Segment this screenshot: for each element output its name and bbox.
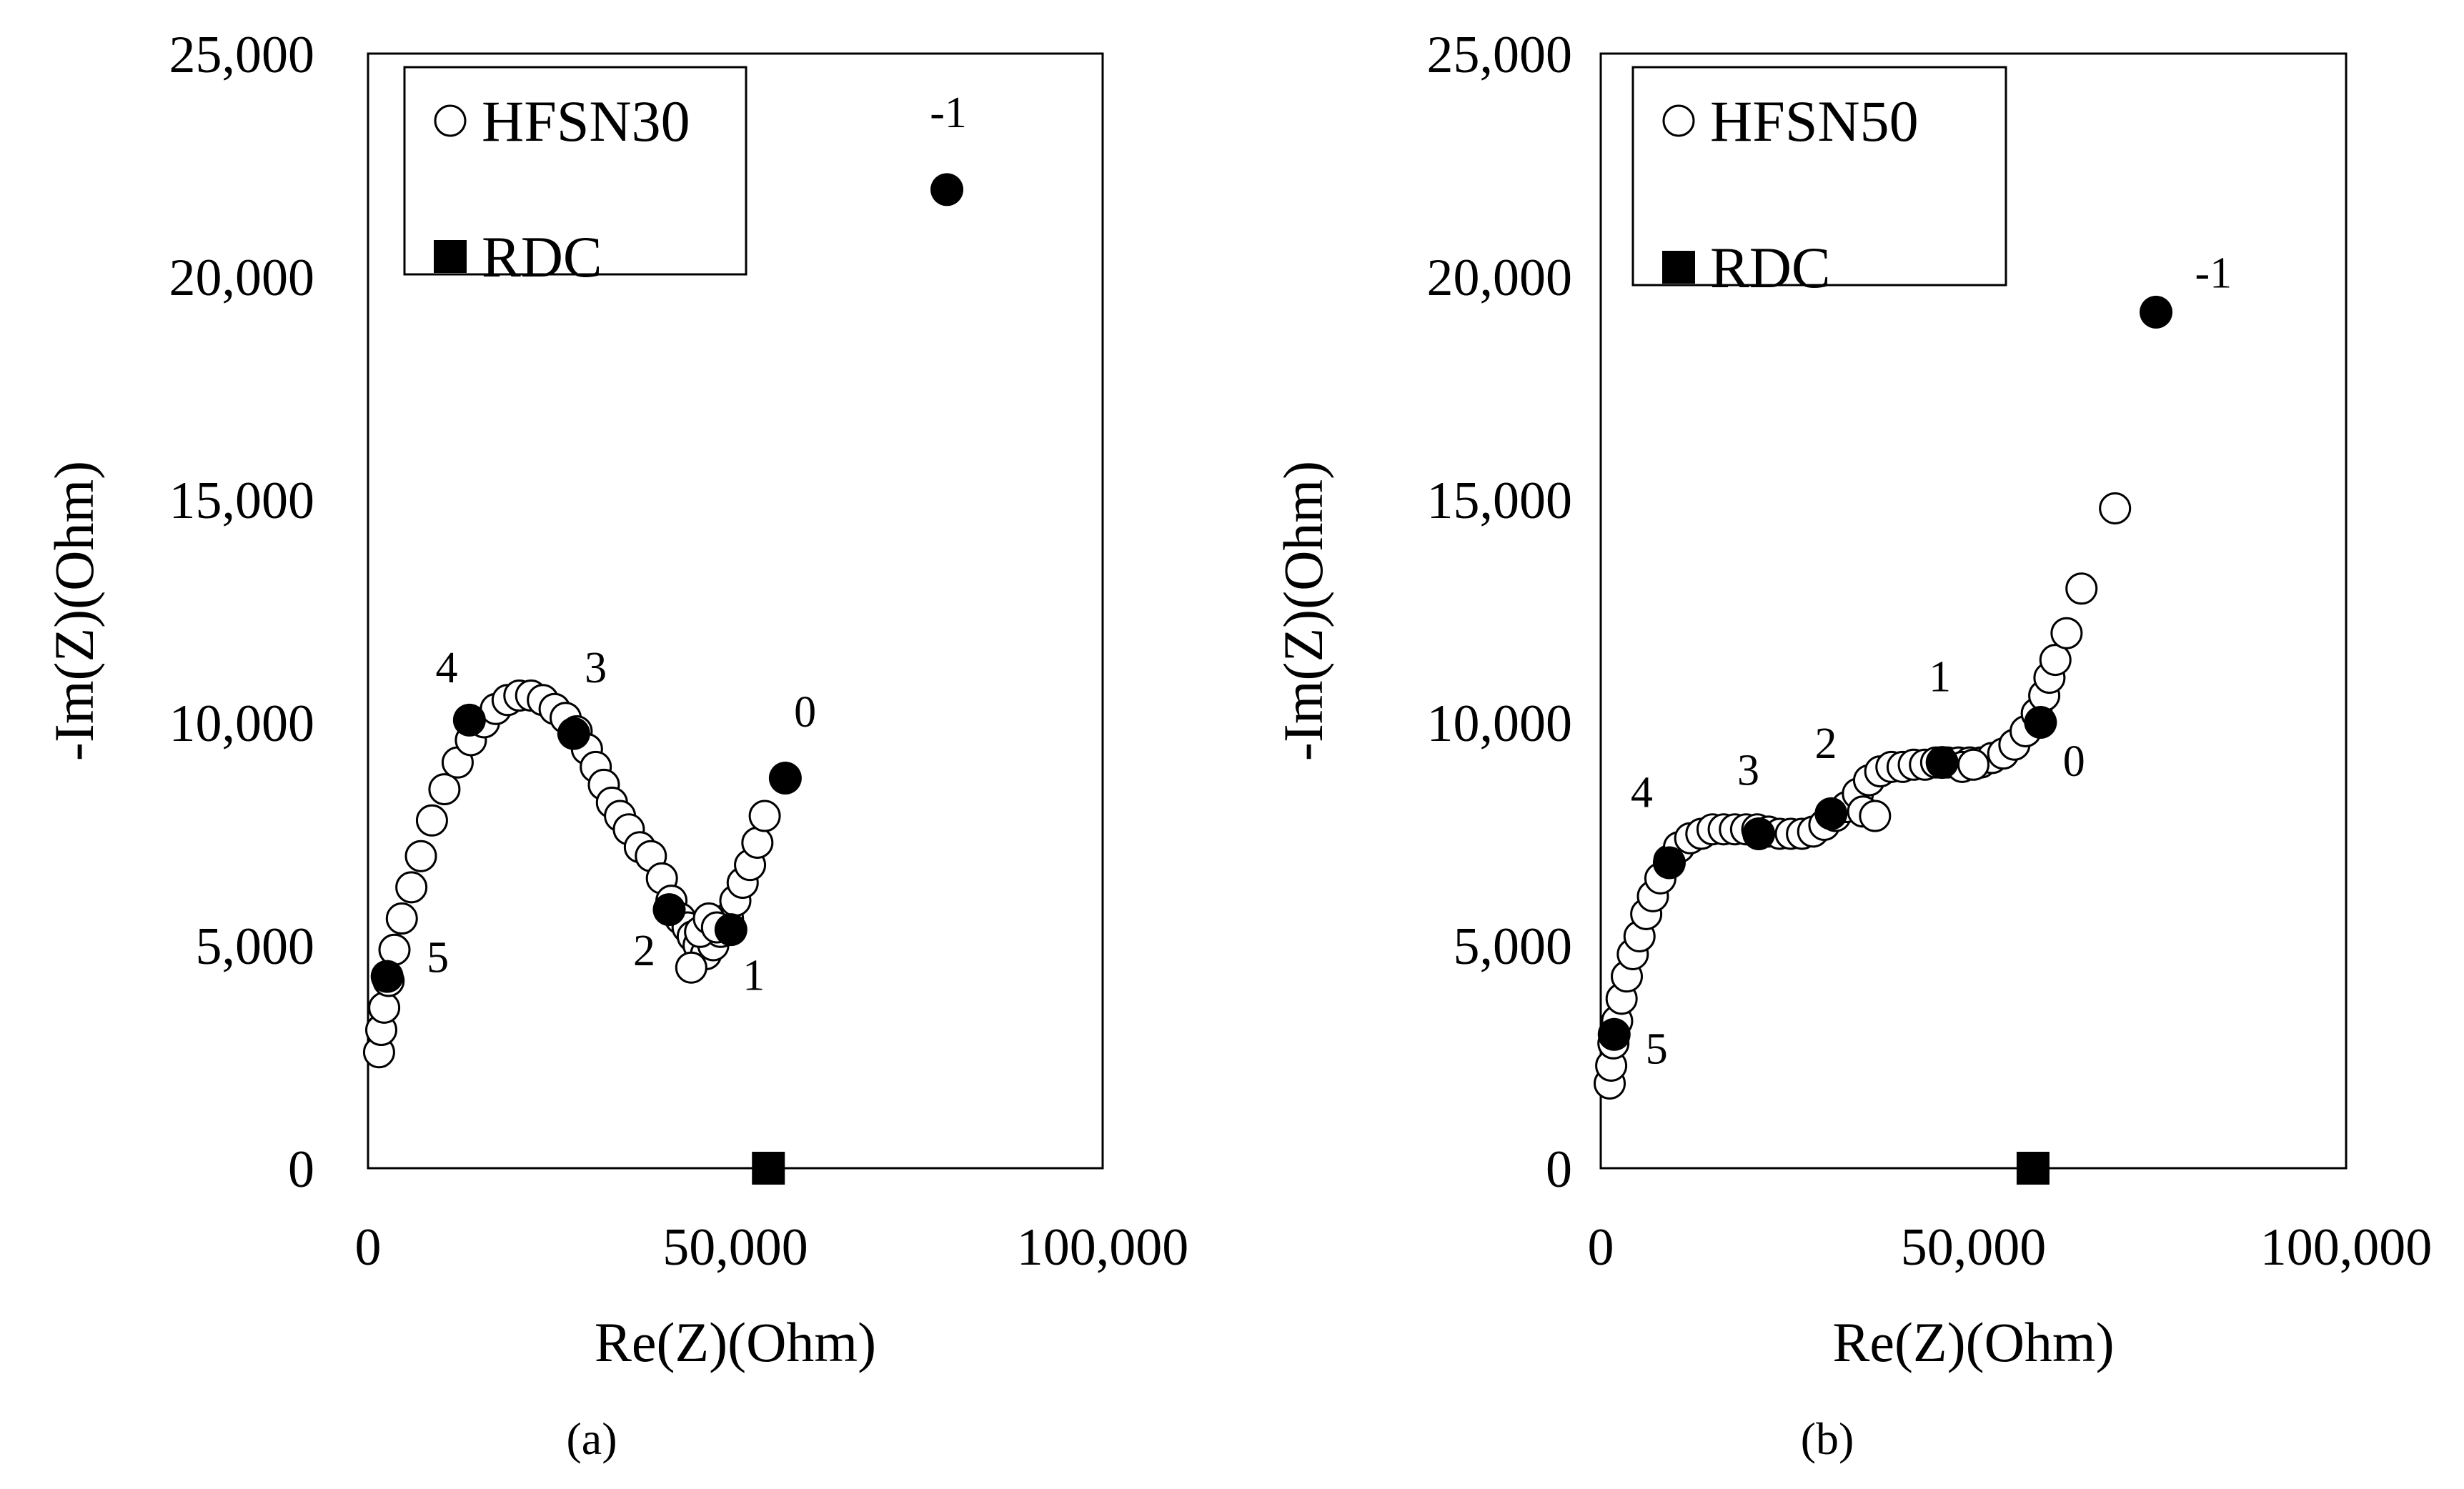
data-point-open — [428, 773, 461, 806]
data-point-filled — [557, 717, 590, 750]
point-label: 3 — [1737, 746, 1759, 795]
legend-label: RDC — [482, 224, 602, 289]
panel-a: 0 5,000 10,000 15,000 20,000 25,000 0 50,000 100… — [43, 26, 1188, 1464]
data-point-open — [675, 951, 707, 984]
point-label: 5 — [427, 933, 449, 982]
data-point-open — [2050, 617, 2083, 649]
data-point-filled — [930, 173, 964, 206]
data-point-open — [748, 800, 781, 832]
legend-marker — [434, 240, 467, 273]
legend-label: HFSN30 — [482, 89, 690, 154]
legend-marker — [1662, 104, 1695, 137]
data-point-filled — [652, 893, 686, 927]
data-point-filled — [452, 703, 486, 737]
legend-marker — [434, 104, 467, 137]
point-label: 0 — [2063, 737, 2085, 786]
x-tick-label: 100,000 — [2260, 1218, 2433, 1277]
series-hfsn30 — [362, 679, 781, 1069]
data-point-filled — [768, 762, 802, 795]
legend-box — [403, 66, 747, 276]
data-point-open — [2039, 644, 2072, 677]
y-tick-label: 0 — [288, 1140, 314, 1199]
data-point-rdc — [752, 1152, 785, 1185]
y-axis-title: -Im(Z)(Ohm) — [43, 461, 105, 761]
data-point-filled — [2024, 706, 2057, 739]
data-point-open — [741, 826, 774, 859]
x-tick-label: 100,000 — [1017, 1218, 1189, 1277]
point-label: -1 — [930, 89, 967, 137]
plot-area-frame — [1599, 52, 2348, 1170]
data-point-open — [2099, 492, 2132, 524]
y-tick-label: 0 — [1546, 1140, 1572, 1199]
x-axis-title: Re(Z)(Ohm) — [595, 1311, 876, 1373]
legend: HFSN30 RDC — [403, 66, 747, 289]
data-point-open — [395, 871, 428, 904]
data-point-open — [368, 991, 401, 1024]
data-point-open — [378, 933, 411, 966]
legend: HFSN50 RDC — [1631, 66, 2007, 300]
x-tick-label: 50,000 — [1901, 1218, 2047, 1277]
point-label: 1 — [1929, 652, 1951, 701]
y-tick-label: 25,000 — [169, 26, 315, 84]
data-point-filled — [2140, 295, 2173, 329]
point-label: 0 — [794, 688, 816, 737]
data-point-open — [2065, 572, 2098, 605]
y-tick-label: 5,000 — [196, 917, 315, 976]
series-labeled-points — [370, 173, 964, 993]
y-axis-title: -Im(Z)(Ohm) — [1272, 461, 1334, 761]
data-point-open — [1859, 800, 1892, 832]
panel-b: 0 5,000 10,000 15,000 20,000 25,000 0 50,000 100… — [1272, 26, 2432, 1464]
point-label: 5 — [1646, 1025, 1668, 1073]
y-tick-label: 10,000 — [1427, 694, 1573, 753]
data-point-rdc — [2016, 1152, 2050, 1185]
data-point-filled — [1597, 1017, 1631, 1051]
y-tick-label: 15,000 — [1427, 472, 1573, 530]
legend-label: RDC — [1710, 235, 1831, 300]
data-point-filled — [714, 913, 747, 947]
data-point-filled — [1814, 797, 1848, 830]
point-label: 1 — [742, 951, 765, 1000]
panel-caption: (a) — [566, 1413, 617, 1464]
data-point-filled — [1742, 817, 1776, 850]
data-point-open — [404, 840, 437, 872]
legend-box — [1631, 66, 2007, 287]
x-tick-label: 0 — [1588, 1218, 1614, 1277]
data-point-filled — [370, 960, 404, 993]
y-tick-label: 15,000 — [169, 472, 315, 530]
x-tick-label: 0 — [355, 1218, 382, 1277]
y-tick-label: 20,000 — [1427, 249, 1573, 307]
series-labeled-points — [1597, 295, 2173, 1051]
y-tick-label: 25,000 — [1427, 26, 1573, 84]
data-point-filled — [1925, 746, 1959, 780]
y-tick-label: 20,000 — [169, 249, 315, 307]
data-point-open — [385, 902, 418, 935]
point-label: -1 — [2195, 249, 2232, 298]
series-rdc — [2016, 1152, 2050, 1185]
point-label: 2 — [1814, 719, 1837, 768]
data-point-filled — [1652, 846, 1686, 880]
y-tick-label: 10,000 — [169, 694, 315, 753]
series-rdc — [752, 1152, 785, 1185]
data-point-open — [1957, 748, 1989, 781]
point-label: 3 — [585, 644, 607, 692]
point-label: 4 — [1631, 769, 1653, 817]
x-tick-label: 50,000 — [662, 1218, 808, 1277]
legend-label: HFSN50 — [1710, 89, 1919, 154]
panel-caption: (b) — [1801, 1413, 1854, 1464]
plot-area-frame — [367, 52, 1104, 1170]
data-point-open — [415, 804, 448, 837]
point-label: 2 — [633, 927, 655, 975]
point-label: 4 — [435, 644, 457, 692]
legend-marker — [1662, 251, 1695, 284]
y-tick-label: 5,000 — [1454, 917, 1573, 976]
x-axis-title: Re(Z)(Ohm) — [1832, 1311, 2114, 1373]
